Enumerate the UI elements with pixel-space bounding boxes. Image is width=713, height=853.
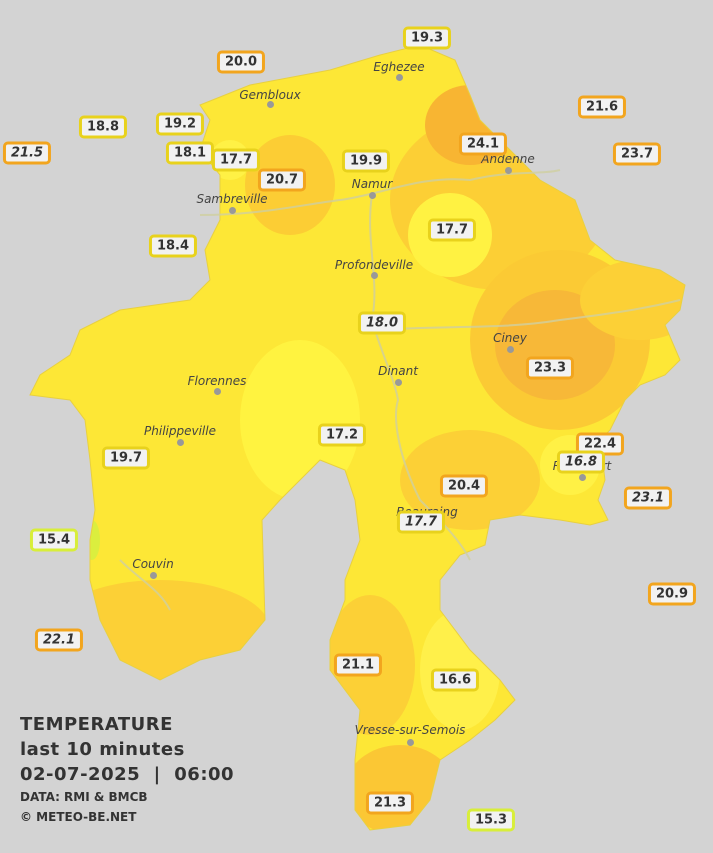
city-dot [149, 571, 157, 579]
legend-source: DATA: RMI & BMCB [20, 790, 148, 804]
city-name: Sambreville [196, 192, 268, 206]
station-value: 19.2 [155, 112, 205, 136]
station-value: 18.4 [148, 234, 198, 258]
station-value: 18.0 [357, 311, 407, 335]
city-name: Florennes [187, 374, 247, 388]
station-value: 17.7 [396, 510, 446, 534]
station-value: 23.7 [612, 142, 662, 166]
city-name: Andenne [481, 152, 535, 166]
city-dot [213, 387, 221, 395]
station-value: 21.3 [365, 791, 415, 815]
station-value: 24.1 [458, 132, 508, 156]
station-value: 22.1 [34, 628, 84, 652]
station-value: 17.7 [427, 218, 477, 242]
city-dot [176, 438, 184, 446]
city-dot [506, 345, 514, 353]
legend-datetime: 02-07-2025 | 06:00 [20, 764, 235, 785]
city-name: Dinant [378, 364, 418, 378]
station-value: 18.1 [165, 141, 215, 165]
city-name: Gembloux [239, 88, 301, 102]
station-value: 16.8 [556, 450, 606, 474]
station-value: 21.6 [577, 95, 627, 119]
station-value: 20.9 [647, 582, 697, 606]
city-dot [368, 191, 376, 199]
station-value: 15.3 [466, 808, 516, 832]
station-value: 19.9 [341, 149, 391, 173]
station-value: 21.1 [333, 653, 383, 677]
station-value: 17.7 [211, 148, 261, 172]
station-value: 15.4 [29, 528, 79, 552]
legend-heading: TEMPERATURE [20, 714, 173, 735]
city-name: Ciney [493, 331, 527, 345]
city-name: Couvin [132, 557, 174, 571]
station-value: 18.8 [78, 115, 128, 139]
city-dot [395, 73, 403, 81]
city-name: Philippeville [144, 424, 216, 438]
station-value: 20.0 [216, 50, 266, 74]
city-name: Profondeville [334, 258, 414, 272]
station-value: 20.7 [257, 168, 307, 192]
city-dot [394, 378, 402, 386]
city-name: Namur [351, 177, 393, 191]
legend-credit: © METEO-BE.NET [20, 810, 137, 824]
station-value: 16.6 [430, 668, 480, 692]
city-dot [228, 206, 236, 214]
city-dot [370, 271, 378, 279]
station-value: 19.7 [101, 446, 151, 470]
station-value: 23.3 [525, 356, 575, 380]
station-value: 19.3 [402, 26, 452, 50]
city-dot [266, 100, 274, 108]
station-value: 23.1 [623, 486, 673, 510]
city-dot [578, 473, 586, 481]
station-value: 22.4 [575, 432, 625, 456]
legend-period: last 10 minutes [20, 739, 185, 760]
station-value: 21.5 [2, 141, 52, 165]
province-border [29, 44, 686, 831]
legend: TEMPERATURE last 10 minutes 02-07-2025 |… [20, 712, 234, 827]
city-name: Vresse-sur-Semois [354, 723, 466, 737]
station-value: 20.4 [439, 474, 489, 498]
station-value: 17.2 [317, 423, 367, 447]
city-dot [504, 166, 512, 174]
city-name: Eghezee [373, 60, 425, 74]
city-dot [406, 738, 414, 746]
